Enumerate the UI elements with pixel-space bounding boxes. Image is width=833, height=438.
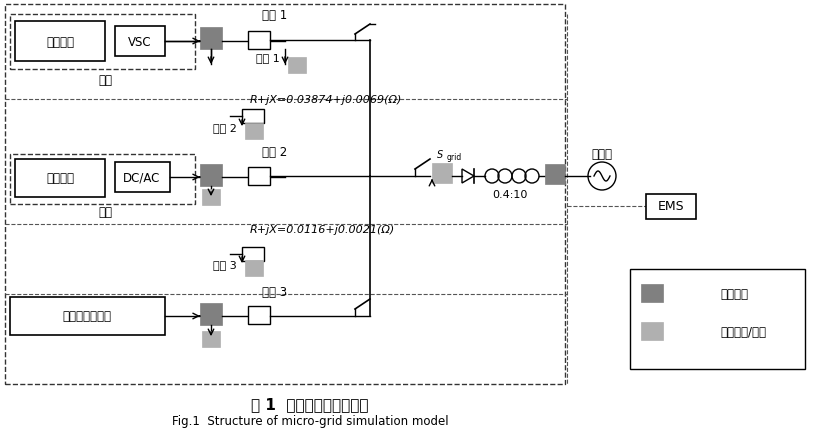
- Text: 负荷 3: 负荷 3: [213, 259, 237, 269]
- Text: VSC: VSC: [128, 35, 152, 48]
- Text: 负荷 2: 负荷 2: [213, 123, 237, 133]
- Text: 配电网: 配电网: [591, 148, 612, 161]
- Bar: [245, 124, 263, 140]
- Bar: [248, 32, 270, 50]
- Bar: [15, 22, 105, 62]
- Bar: [202, 190, 220, 205]
- Bar: [646, 194, 696, 219]
- Text: 异步风力发电机: 异步风力发电机: [62, 310, 112, 323]
- Bar: [641, 322, 663, 340]
- Bar: [288, 58, 306, 74]
- Text: 储能装置: 储能装置: [46, 35, 74, 48]
- Bar: [641, 284, 663, 302]
- Bar: [200, 165, 222, 187]
- Text: 功率测量/控制: 功率测量/控制: [720, 325, 766, 338]
- Bar: [242, 110, 264, 124]
- Bar: [432, 164, 452, 184]
- Bar: [10, 15, 195, 70]
- Bar: [200, 28, 222, 50]
- Bar: [248, 306, 270, 324]
- Text: 负荷 1: 负荷 1: [257, 53, 280, 63]
- Bar: [630, 269, 805, 369]
- Text: DC/AC: DC/AC: [123, 171, 161, 184]
- Bar: [245, 261, 263, 276]
- Bar: [10, 297, 165, 335]
- Bar: [545, 165, 565, 184]
- Text: 储能: 储能: [98, 73, 112, 86]
- Text: R+jX=0.03874+j0.0069(Ω): R+jX=0.03874+j0.0069(Ω): [250, 95, 402, 105]
- Text: 线路 1: 线路 1: [262, 8, 287, 21]
- Bar: [200, 303, 222, 325]
- Text: 0.4:10: 0.4:10: [492, 190, 527, 200]
- Text: 光伏阵列: 光伏阵列: [46, 172, 74, 185]
- Bar: [10, 155, 195, 205]
- Text: 线路 3: 线路 3: [262, 285, 287, 298]
- Text: EMS: EMS: [658, 200, 685, 213]
- Bar: [5, 5, 565, 384]
- Text: R+jX=0.0116+j0.0021(Ω): R+jX=0.0116+j0.0021(Ω): [250, 225, 395, 234]
- Bar: [248, 168, 270, 186]
- Text: Fig.1  Structure of micro-grid simulation model: Fig.1 Structure of micro-grid simulation…: [172, 414, 448, 427]
- Bar: [115, 162, 170, 193]
- Text: 保护控制: 保护控制: [720, 287, 748, 300]
- Text: grid: grid: [447, 152, 462, 161]
- Bar: [115, 27, 165, 57]
- Text: 图 1  微网仿真模型结构图: 图 1 微网仿真模型结构图: [252, 396, 369, 412]
- Bar: [202, 331, 220, 347]
- Bar: [242, 247, 264, 261]
- Text: S: S: [437, 150, 443, 159]
- Text: 光伏: 光伏: [98, 206, 112, 219]
- Bar: [15, 159, 105, 198]
- Text: 线路 2: 线路 2: [262, 146, 287, 159]
